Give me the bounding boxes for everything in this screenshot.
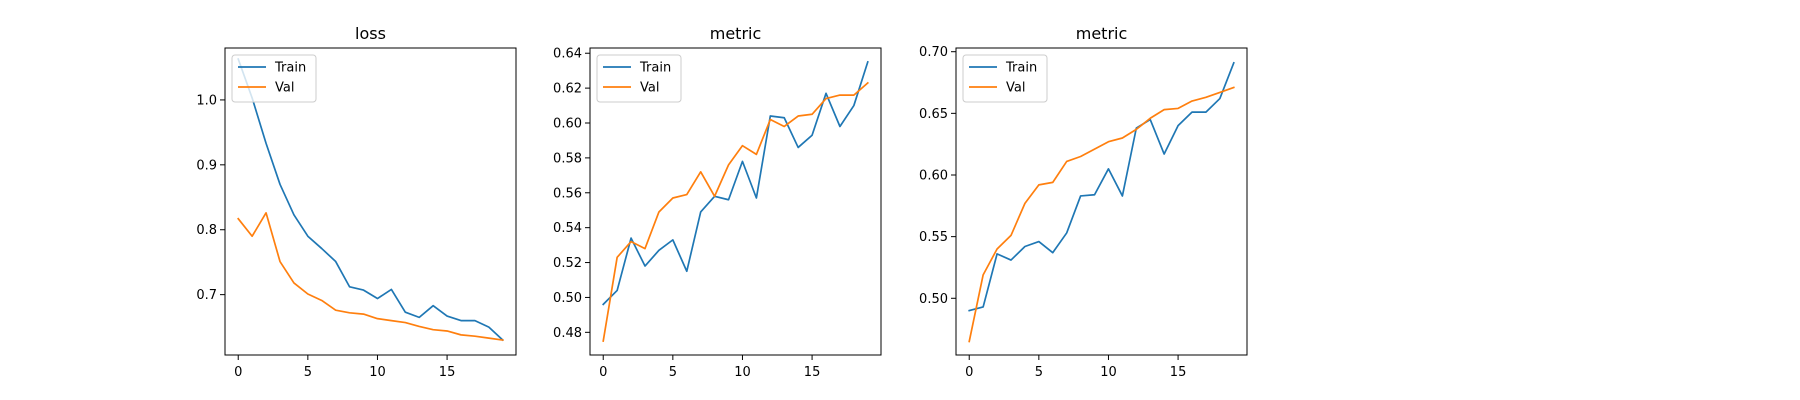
- y-tick-label: 0.58: [553, 151, 582, 166]
- y-tick-label: 0.50: [553, 291, 582, 306]
- legend-label-val: Val: [640, 81, 659, 96]
- y-tick-label: 0.64: [553, 47, 582, 62]
- legend: Train Val: [962, 54, 1048, 103]
- y-tick-label: 0.55: [919, 230, 948, 245]
- legend-label-val: Val: [275, 81, 294, 96]
- chart-panel-3: 0 5 10 15 0.50 0.55 0.60 0.65 0.70 metric Train Val: [919, 24, 1248, 380]
- y-tick-label: 0.70: [919, 45, 948, 60]
- y-tick-label: 0.60: [553, 117, 582, 132]
- legend: Train Val: [596, 54, 682, 103]
- x-tick-label: 15: [804, 365, 821, 380]
- series-line-train: [237, 57, 504, 342]
- x-tick-label: 15: [1170, 365, 1187, 380]
- legend-label-train: Train: [1005, 61, 1037, 76]
- chart-panel-1: 0 5 10 15 0.7 0.8 0.9 1.0 loss Train Val: [196, 24, 517, 380]
- chart-title: metric: [710, 24, 762, 43]
- series-line-train: [968, 61, 1235, 312]
- legend: Train Val: [231, 54, 317, 103]
- series-line-val: [602, 81, 869, 343]
- x-tick-label: 0: [599, 365, 607, 380]
- legend-label-val: Val: [1006, 81, 1025, 96]
- y-tick-label: 0.54: [553, 221, 582, 236]
- x-tick-label: 10: [1100, 365, 1117, 380]
- x-tick-label: 10: [369, 365, 386, 380]
- y-tick-label: 1.0: [196, 93, 217, 108]
- y-tick-label: 0.62: [553, 82, 582, 97]
- chart-title: metric: [1076, 24, 1128, 43]
- series-line-val: [968, 86, 1235, 343]
- x-tick-label: 0: [965, 365, 973, 380]
- y-tick-label: 0.48: [553, 326, 582, 341]
- chart-title: loss: [355, 24, 386, 43]
- y-tick-label: 0.8: [196, 223, 217, 238]
- axes-frame: [224, 47, 517, 356]
- axes-frame: [589, 47, 882, 356]
- y-tick-label: 0.60: [919, 168, 948, 183]
- series-line-val: [237, 212, 504, 342]
- y-tick-label: 0.9: [196, 158, 217, 173]
- x-tick-label: 5: [304, 365, 312, 380]
- x-tick-label: 15: [439, 365, 456, 380]
- x-tick-label: 0: [234, 365, 242, 380]
- y-tick-label: 0.7: [196, 288, 217, 303]
- axes-frame: [955, 47, 1248, 356]
- y-tick-label: 0.65: [919, 107, 948, 122]
- y-tick-label: 0.50: [919, 292, 948, 307]
- x-tick-label: 5: [1035, 365, 1043, 380]
- x-tick-label: 10: [734, 365, 751, 380]
- legend-label-train: Train: [639, 61, 671, 76]
- y-tick-label: 0.52: [553, 256, 582, 271]
- x-tick-label: 5: [669, 365, 677, 380]
- legend-label-train: Train: [274, 61, 306, 76]
- y-tick-label: 0.56: [553, 186, 582, 201]
- chart-panel-2: 0 5 10 15 0.48 0.50 0.52 0.54 0.56 0.58 0.60 0.62 0.…: [553, 24, 882, 380]
